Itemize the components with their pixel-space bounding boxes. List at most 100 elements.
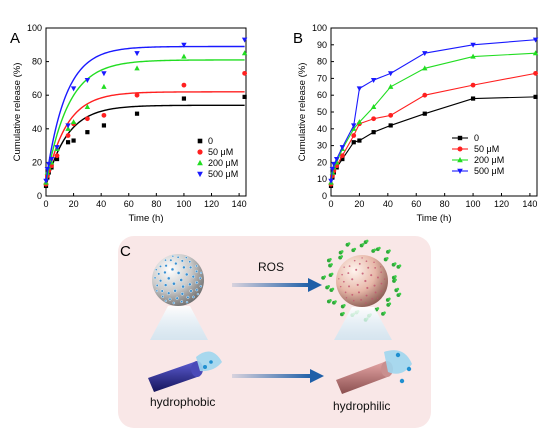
surface-dot — [159, 265, 162, 268]
surface-dot — [198, 276, 202, 280]
series-line — [330, 39, 536, 181]
surface-dot — [155, 284, 159, 287]
surface-dot — [189, 289, 193, 293]
surface-spot — [379, 266, 382, 268]
legend-marker — [197, 149, 203, 155]
legend-b: 0 50 μM 200 μM 500 μM — [452, 133, 504, 176]
data-point — [422, 51, 428, 57]
surface-spot — [352, 299, 355, 302]
polymer-rod-hydrophilic — [336, 350, 412, 394]
data-point — [387, 83, 394, 89]
chart-a: A Cumulative release (%) Time (h) 0 50 μ… — [10, 23, 248, 224]
series-line — [330, 52, 536, 183]
data-point — [351, 140, 356, 145]
diagram-c: C hydrophobic ROS — [118, 236, 431, 428]
released-cargo — [329, 299, 332, 302]
surface-dot — [176, 255, 180, 259]
x-tick-label: 20 — [354, 199, 364, 209]
surface-dot — [176, 271, 181, 275]
y-tick-label: 10 — [317, 174, 327, 184]
x-tick-label: 60 — [124, 199, 134, 209]
surface-dot — [164, 299, 167, 303]
data-point — [65, 125, 71, 131]
data-point — [371, 116, 377, 122]
data-point — [181, 42, 187, 48]
released-cargo — [398, 264, 402, 268]
series-a-3 — [43, 37, 248, 184]
legend-item-b-2: 200 μM — [452, 155, 504, 165]
surface-dot — [163, 283, 168, 287]
x-tick-label: 120 — [494, 199, 509, 209]
surface-spot — [338, 278, 340, 280]
legend-item-a-3: 500 μM — [197, 169, 238, 179]
surface-dot — [180, 259, 184, 263]
released-cargo — [393, 262, 397, 265]
released-cargo — [388, 297, 391, 301]
zoom-cone-right — [334, 307, 392, 340]
surface-dot — [199, 271, 203, 275]
surface-spot — [380, 282, 383, 285]
data-point — [329, 167, 336, 173]
x-axis-label-b: Time (h) — [416, 213, 451, 224]
released-cargo — [394, 275, 397, 278]
data-point — [181, 82, 187, 88]
surface-dot — [188, 260, 192, 264]
legend-a: 0 50 μM 200 μM 500 μM — [197, 136, 238, 179]
surface-dot — [195, 269, 199, 273]
surface-dot — [184, 272, 189, 277]
y-tick-label: 20 — [32, 157, 42, 167]
data-point — [340, 156, 345, 162]
surface-dot — [189, 265, 193, 270]
legend-marker — [457, 168, 463, 174]
data-point — [532, 37, 539, 43]
series-b-0 — [328, 94, 538, 189]
released-cargo — [385, 256, 389, 260]
data-point — [54, 145, 60, 151]
surface-spot — [347, 272, 350, 275]
data-point — [470, 96, 476, 101]
released-cargo — [378, 246, 381, 250]
panel-label-a: A — [10, 30, 20, 47]
released-cargo — [376, 307, 380, 310]
data-point — [470, 42, 476, 48]
surface-spot — [377, 276, 379, 279]
surface-dot — [164, 264, 168, 268]
surface-spot — [342, 280, 345, 283]
data-point — [356, 86, 363, 92]
surface-spot — [365, 260, 368, 263]
plot-frame — [45, 27, 247, 197]
data-point — [357, 138, 362, 143]
surface-dot — [155, 268, 158, 271]
surface-dot — [182, 265, 186, 270]
surface-dot — [175, 296, 179, 300]
surface-spot — [370, 274, 373, 277]
surface-dot — [181, 284, 185, 289]
surface-dot — [172, 301, 176, 305]
data-point — [470, 82, 476, 88]
surface-spot — [364, 279, 367, 283]
legend-marker — [197, 159, 203, 166]
data-point — [84, 116, 90, 122]
data-point — [101, 83, 107, 89]
fit-curve — [45, 91, 245, 185]
data-point — [134, 92, 140, 98]
data-point — [356, 119, 363, 125]
transition-arrow — [232, 369, 324, 383]
series-b-3 — [328, 37, 539, 184]
data-point — [54, 153, 60, 159]
data-point — [181, 53, 187, 59]
surface-dot — [195, 288, 199, 292]
surface-spot — [339, 285, 342, 288]
legend-label: 50 μM — [474, 144, 499, 154]
surface-dot — [196, 292, 200, 296]
y-tick-label: 100 — [27, 23, 42, 33]
data-point — [328, 178, 334, 184]
surface-dot — [188, 282, 192, 287]
surface-dot — [195, 280, 199, 285]
surface-spot — [365, 302, 367, 304]
released-cargo — [373, 248, 377, 252]
y-tick-label: 80 — [32, 57, 42, 67]
chart-b: B Cumulative release (%) Time (h) 0 50 μ… — [293, 23, 539, 224]
surface-dot — [167, 291, 171, 295]
